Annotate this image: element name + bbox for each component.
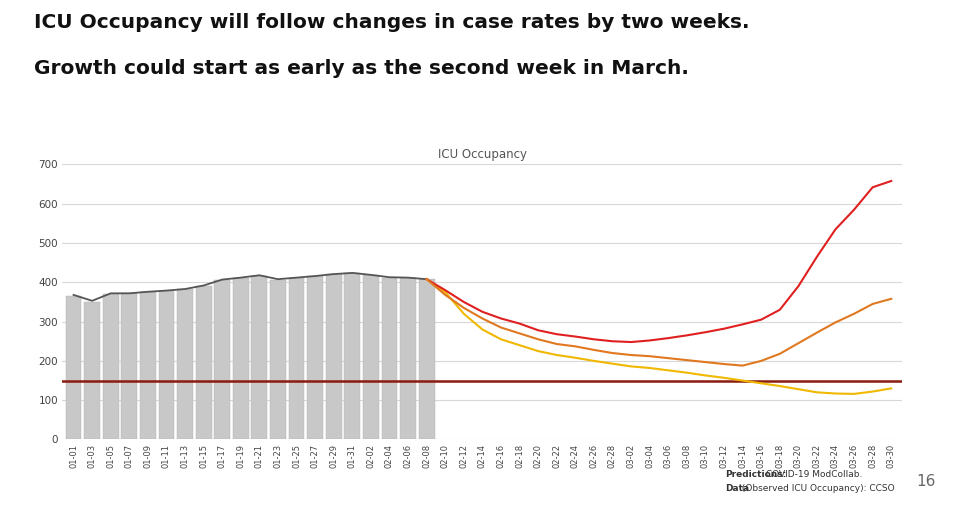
Bar	[345, 273, 360, 439]
Bar	[381, 278, 397, 439]
Bar	[65, 296, 82, 439]
Title: ICU Occupancy: ICU Occupancy	[438, 148, 527, 160]
Bar	[121, 293, 137, 439]
Bar	[140, 292, 156, 439]
Bar	[419, 279, 435, 439]
Bar	[307, 277, 324, 439]
Bar	[178, 289, 193, 439]
Bar	[214, 280, 230, 439]
Bar	[233, 279, 249, 439]
Bar	[363, 276, 379, 439]
Text: Growth could start as early as the second week in March.: Growth could start as early as the secon…	[34, 59, 688, 78]
Bar	[289, 279, 304, 439]
Text: 16: 16	[917, 474, 936, 489]
Bar	[270, 280, 286, 439]
Bar	[158, 291, 175, 439]
Bar	[103, 294, 119, 439]
Text: Data: Data	[725, 484, 749, 493]
Bar	[252, 277, 267, 439]
Text: COVID-19 ModCollab.: COVID-19 ModCollab.	[763, 470, 863, 479]
Text: ICU Occupancy will follow changes in case rates by two weeks.: ICU Occupancy will follow changes in cas…	[34, 13, 749, 32]
Bar	[196, 286, 211, 439]
Bar	[400, 279, 416, 439]
Bar	[84, 302, 100, 439]
Bar	[325, 274, 342, 439]
Text: Predictions:: Predictions:	[725, 470, 786, 479]
Text: (Observed ICU Occupancy): CCSO: (Observed ICU Occupancy): CCSO	[739, 484, 895, 493]
